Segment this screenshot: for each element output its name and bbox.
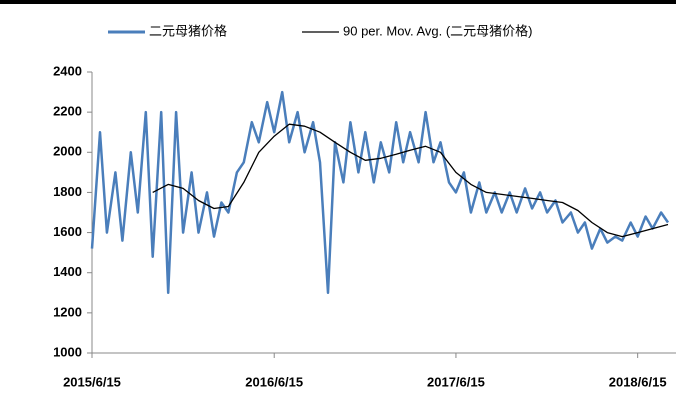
y-tick-label: 1400	[53, 264, 82, 279]
y-tick-label: 1800	[53, 184, 82, 199]
series-line	[152, 123, 669, 238]
y-tick-label: 1600	[53, 224, 82, 239]
x-tick-label: 2015/6/15	[63, 374, 121, 389]
x-tick-label: 2018/6/15	[609, 374, 667, 389]
series-line	[90, 90, 670, 295]
x-tick-label: 2016/6/15	[245, 374, 303, 389]
legend-label: 二元母猪价格	[149, 23, 227, 38]
y-tick-label: 1000	[53, 344, 82, 359]
legend-label: 90 per. Mov. Avg. (二元母猪价格)	[343, 23, 533, 38]
y-tick-label: 2200	[53, 104, 82, 119]
x-tick-label: 2017/6/15	[427, 374, 485, 389]
y-tick-label: 2400	[53, 63, 82, 78]
y-tick-label: 1200	[53, 304, 82, 319]
y-tick-label: 2000	[53, 144, 82, 159]
top-bar	[0, 0, 676, 4]
